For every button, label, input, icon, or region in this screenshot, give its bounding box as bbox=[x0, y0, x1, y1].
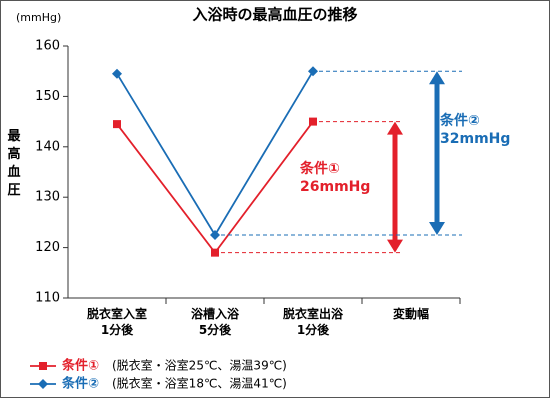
legend-note: (脱衣室・浴室18℃、湯温41℃) bbox=[112, 376, 287, 391]
arrow-head bbox=[387, 121, 403, 135]
y-axis-label: 最高血圧 bbox=[7, 129, 21, 198]
marker bbox=[113, 120, 121, 129]
legend-label: 条件① bbox=[62, 358, 99, 374]
legend-marker bbox=[38, 379, 48, 389]
annotation: 条件① 26mmHg bbox=[300, 161, 371, 195]
x-tick-label: 変動幅 bbox=[392, 307, 429, 321]
marker bbox=[211, 248, 219, 257]
y-tick-label: 130 bbox=[35, 190, 60, 205]
x-tick-label: 脱衣室入室 1分後 bbox=[86, 307, 147, 337]
y-tick-label: 160 bbox=[35, 39, 60, 54]
y-unit: (mmHg) bbox=[16, 11, 61, 24]
chart-title: 入浴時の最高血圧の推移 bbox=[192, 6, 357, 24]
legend-label: 条件② bbox=[62, 376, 99, 392]
series-line bbox=[116, 70, 314, 237]
legend-marker bbox=[39, 362, 47, 370]
marker bbox=[308, 66, 318, 77]
marker bbox=[210, 230, 220, 240]
marker bbox=[112, 68, 122, 79]
y-tick-label: 140 bbox=[35, 139, 60, 154]
marker bbox=[309, 117, 317, 126]
x-tick-label: 脱衣室出浴 1分後 bbox=[282, 307, 343, 337]
y-tick-label: 120 bbox=[35, 240, 60, 255]
annotation: 条件② 32mmHg bbox=[440, 113, 511, 147]
y-tick-label: 110 bbox=[35, 291, 60, 306]
legend-note: (脱衣室・浴室25℃、湯温39℃) bbox=[112, 358, 287, 373]
y-tick-label: 150 bbox=[35, 89, 60, 104]
arrow-head bbox=[387, 239, 403, 253]
arrow-head bbox=[429, 71, 445, 85]
arrow-head bbox=[429, 222, 445, 235]
x-tick-label: 浴槽入浴 5分後 bbox=[190, 307, 239, 337]
